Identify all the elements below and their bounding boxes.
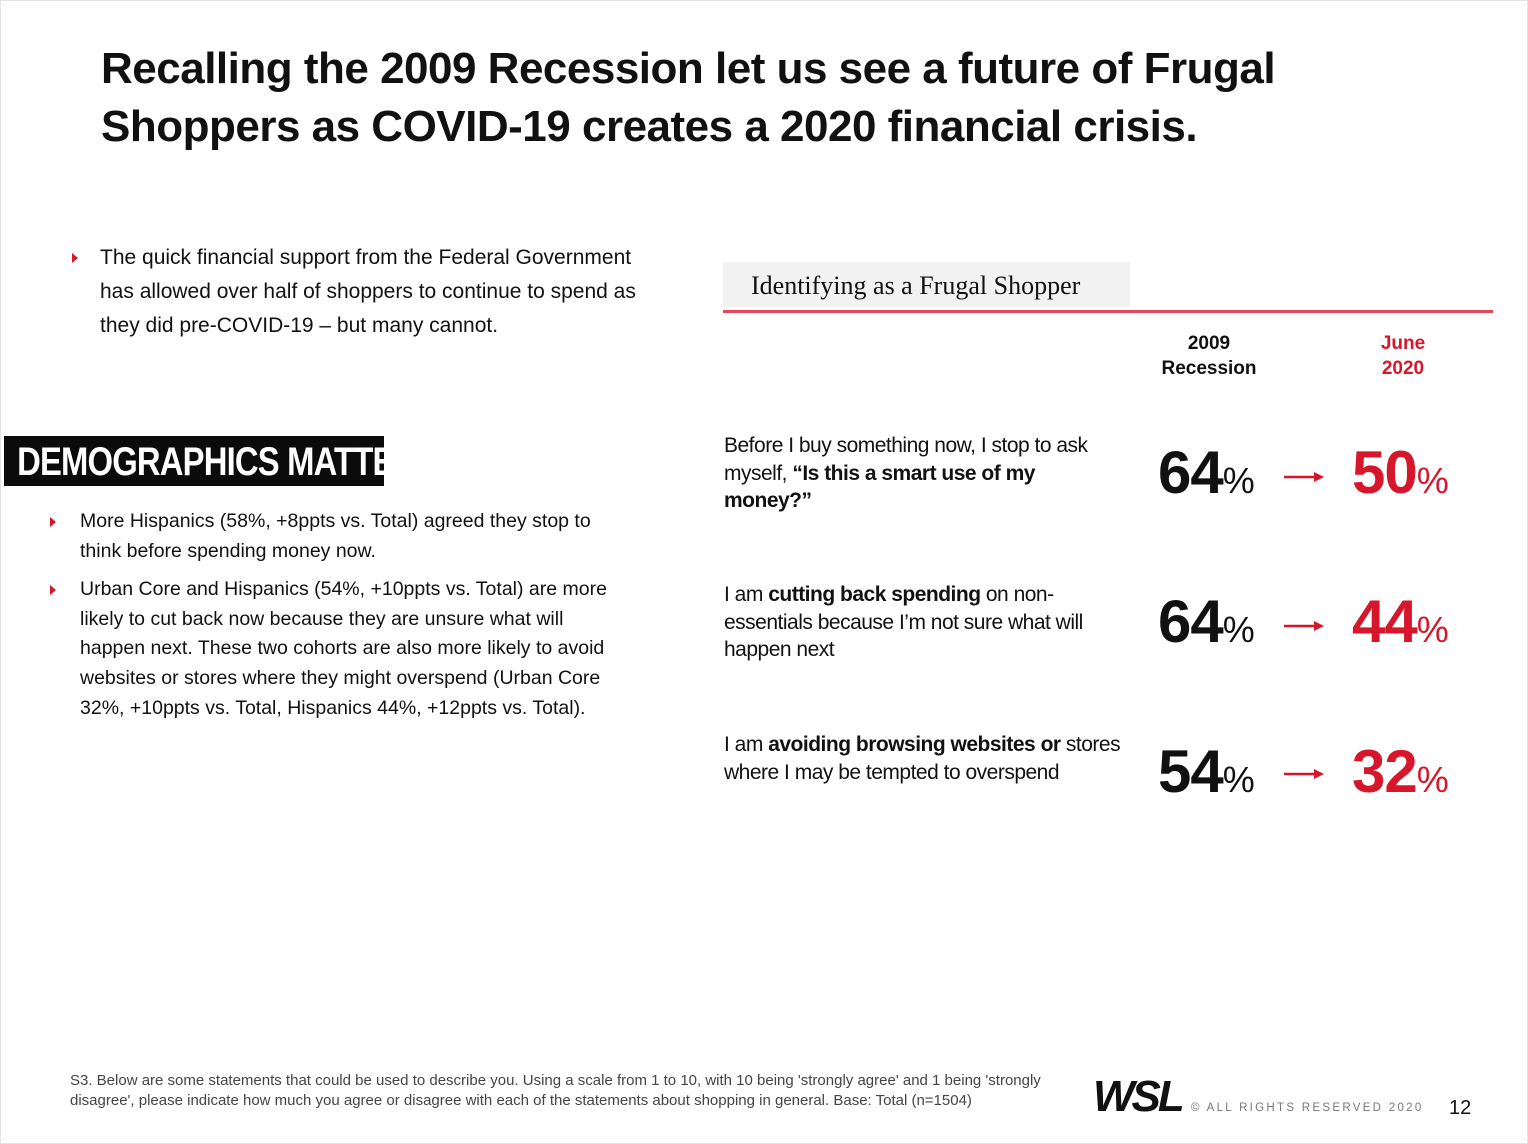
demographics-heading-text: DEMOGRAPHICS MATTER — [17, 440, 417, 484]
demographics-list: More Hispanics (58%, +8ppts vs. Total) a… — [50, 507, 610, 732]
demographics-bullet-text: Urban Core and Hispanics (54%, +10ppts v… — [80, 578, 607, 719]
statement-emphasis: cutting back spending — [768, 583, 981, 606]
value-number: 32 — [1352, 738, 1418, 805]
value-number: 64 — [1158, 588, 1224, 655]
statement-text: Before I buy something now, I stop to as… — [724, 434, 1088, 485]
demographics-bullet: Urban Core and Hispanics (54%, +10ppts v… — [50, 575, 610, 723]
statement-text: I am — [724, 733, 769, 756]
column-header-2009-line1: 2009 — [1187, 333, 1231, 354]
demographics-bullet: More Hispanics (58%, +8ppts vs. Total) a… — [50, 507, 610, 566]
value-2009-row-2: 64% — [1158, 590, 1255, 662]
bullet-triangle-icon — [50, 585, 56, 596]
slide-title: Recalling the 2009 Recession let us see … — [101, 44, 1276, 151]
intro-bullet: The quick financial support from the Fed… — [70, 241, 650, 343]
value-number: 54 — [1158, 738, 1224, 805]
chart-header-rule — [723, 310, 1493, 313]
percent-sign: % — [1416, 460, 1449, 501]
arrow-right-icon — [1284, 769, 1324, 779]
demographics-bullet-text: More Hispanics (58%, +8ppts vs. Total) a… — [80, 510, 591, 562]
percent-sign: % — [1222, 460, 1255, 501]
statement-text: I am — [724, 583, 769, 606]
bullet-triangle-icon — [72, 253, 78, 263]
column-header-2009-line2: Recession — [1161, 358, 1257, 379]
value-2009-row-3: 54% — [1158, 740, 1255, 812]
column-header-2009: 2009 Recession — [1139, 331, 1279, 381]
arrow-right-icon — [1284, 472, 1324, 482]
percent-sign: % — [1416, 609, 1449, 650]
value-2020-row-3: 32% — [1352, 740, 1449, 812]
value-number: 50 — [1352, 439, 1418, 506]
value-2020-row-2: 44% — [1352, 590, 1449, 662]
wsl-logo: WSL — [1093, 1072, 1185, 1121]
value-2009-row-1: 64% — [1158, 441, 1255, 513]
chart-header-text: Identifying as a Frugal Shopper — [751, 271, 1081, 300]
bullet-triangle-icon — [50, 517, 56, 527]
column-header-2020-line1: June — [1380, 333, 1426, 354]
intro-list: The quick financial support from the Fed… — [70, 241, 650, 343]
value-number: 44 — [1352, 588, 1418, 655]
intro-bullet-text: The quick financial support from the Fed… — [100, 246, 636, 337]
page-number: 12 — [1449, 1097, 1472, 1119]
percent-sign: % — [1222, 609, 1255, 650]
statement-row-1: Before I buy something now, I stop to as… — [724, 432, 1124, 515]
statement-emphasis: avoiding browsing websites or — [768, 733, 1061, 756]
statement-row-2: I am cutting back spending on non-essent… — [724, 581, 1124, 664]
percent-sign: % — [1416, 759, 1449, 800]
footnote: S3. Below are some statements that could… — [70, 1072, 1041, 1109]
demographics-heading: DEMOGRAPHICS MATTER — [4, 436, 417, 486]
value-number: 64 — [1158, 439, 1224, 506]
percent-sign: % — [1222, 759, 1255, 800]
statement-row-3: I am avoiding browsing websites or store… — [724, 731, 1124, 786]
statement-text: on non-essentials because I’m not sure w… — [724, 583, 1083, 661]
chart-header: Identifying as a Frugal Shopper — [723, 262, 1130, 307]
statement-text: stores where I may be tempted to overspe… — [724, 733, 1121, 784]
column-header-2020: June 2020 — [1333, 331, 1473, 381]
value-2020-row-1: 50% — [1352, 441, 1449, 513]
arrow-right-icon — [1284, 621, 1324, 631]
rights-text: © ALL RIGHTS RESERVED 2020 — [1191, 1102, 1424, 1114]
statement-emphasis: “Is this a smart use of my money?” — [724, 461, 1035, 513]
column-header-2020-line2: 2020 — [1381, 358, 1425, 379]
